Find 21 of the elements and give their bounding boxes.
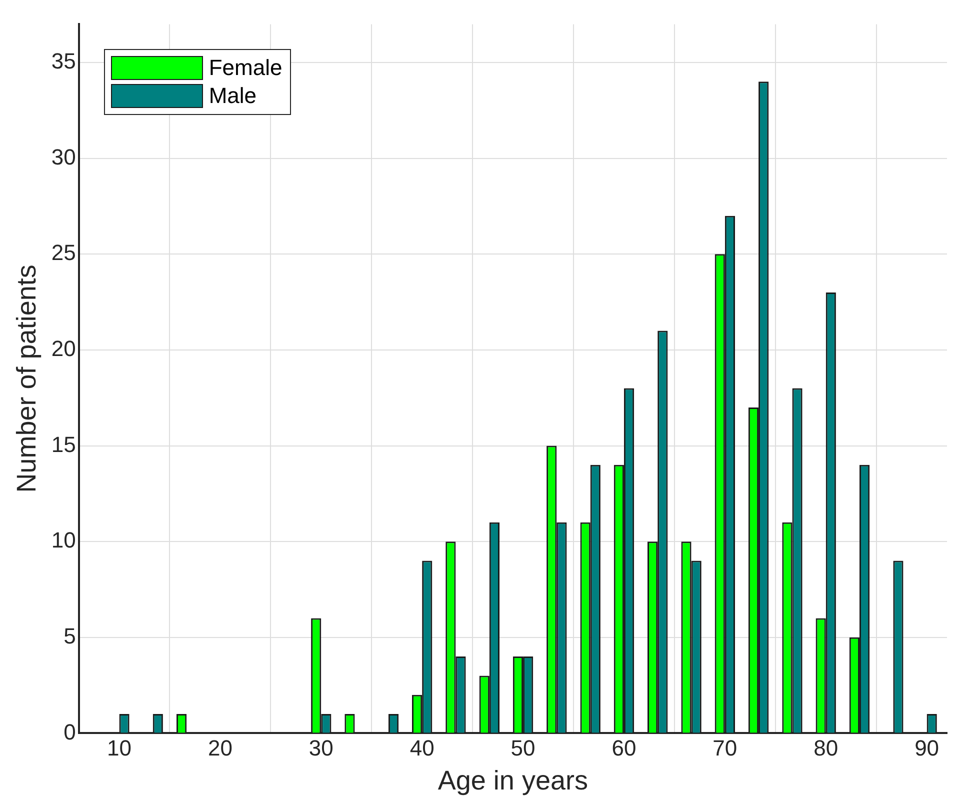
x-tick-label: 30: [308, 735, 334, 760]
y-tick-label: 30: [51, 144, 76, 170]
x-tick-label: 20: [208, 735, 232, 760]
y-tick-label: 0: [64, 719, 76, 744]
y-tick-label: 35: [51, 48, 76, 74]
x-tick-label: 70: [712, 735, 738, 760]
x-tick-label: 10: [107, 735, 132, 760]
y-tick-label: 5: [64, 623, 76, 648]
y-tick-label: 10: [51, 528, 76, 553]
x-axis-title: Age in years: [438, 765, 588, 796]
x-tick-label: 50: [510, 735, 536, 760]
x-tick-label: 80: [814, 735, 838, 760]
y-axis-title: Number of patients: [12, 264, 42, 493]
x-tick-label: 40: [410, 735, 434, 760]
legend-label: Male: [208, 83, 257, 110]
y-tick-label: 25: [51, 240, 76, 266]
legend-label: Female: [208, 55, 282, 82]
x-tick-label: 90: [914, 735, 940, 760]
y-tick-label: 15: [51, 432, 76, 457]
y-tick-label: 20: [51, 336, 76, 362]
x-tick-label: 60: [612, 735, 636, 760]
